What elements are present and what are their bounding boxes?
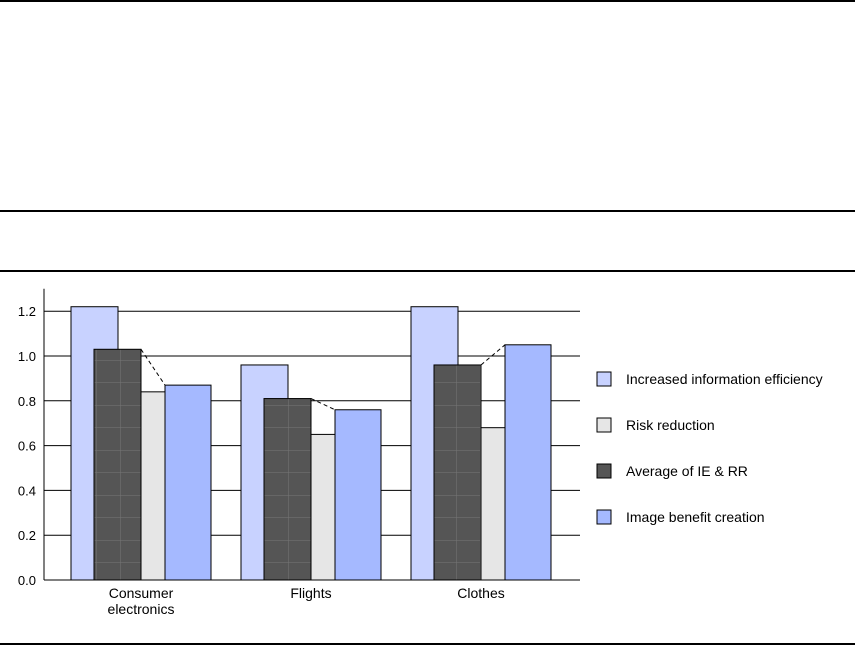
- header-rule: [0, 210, 855, 212]
- legend-label: Increased information efficiency: [626, 371, 823, 387]
- legend-swatch: [596, 463, 612, 479]
- category-label: Consumer: [109, 585, 174, 601]
- y-tick-label: 0.8: [18, 394, 36, 409]
- connector-line: [310, 398, 336, 411]
- y-tick-label: 0.0: [18, 573, 36, 588]
- bar-avg-1: [263, 398, 312, 581]
- y-tick-label: 0.2: [18, 528, 36, 543]
- bottom-rule: [0, 643, 855, 645]
- y-tick-label: 1.0: [18, 349, 36, 364]
- bar-rr-0: [140, 391, 166, 581]
- connector-line: [480, 344, 506, 366]
- y-tick-label: 1.2: [18, 304, 36, 319]
- category-label: Clothes: [457, 585, 504, 601]
- subheader-rule: [0, 270, 855, 272]
- y-axis: 0.0 0.2 0.4 0.6 0.8 1.0 1.2: [18, 288, 45, 588]
- y-tick-label: 0.4: [18, 483, 36, 498]
- legend-swatch: [596, 417, 612, 433]
- bar-rr-2: [480, 427, 506, 581]
- legend-label: Average of IE & RR: [626, 463, 748, 479]
- legend-swatch: [596, 371, 612, 387]
- category-label: Flights: [290, 585, 331, 601]
- bar-img-0: [164, 384, 212, 581]
- category-label: electronics: [108, 601, 175, 617]
- top-rule: [0, 0, 855, 2]
- connector-line: [140, 349, 166, 386]
- legend: Increased information efficiency Risk red…: [596, 371, 823, 525]
- connectors: [140, 344, 506, 411]
- legend-label: Image benefit creation: [626, 509, 765, 525]
- bar-img-2: [504, 344, 552, 581]
- bar-rr-1: [310, 433, 336, 581]
- bars: [70, 306, 552, 581]
- bar-avg-2: [433, 364, 482, 581]
- y-tick-label: 0.6: [18, 439, 36, 454]
- legend-label: Risk reduction: [626, 417, 715, 433]
- legend-swatch: [596, 509, 612, 525]
- bar-img-1: [334, 409, 382, 581]
- bar-avg-0: [93, 348, 142, 581]
